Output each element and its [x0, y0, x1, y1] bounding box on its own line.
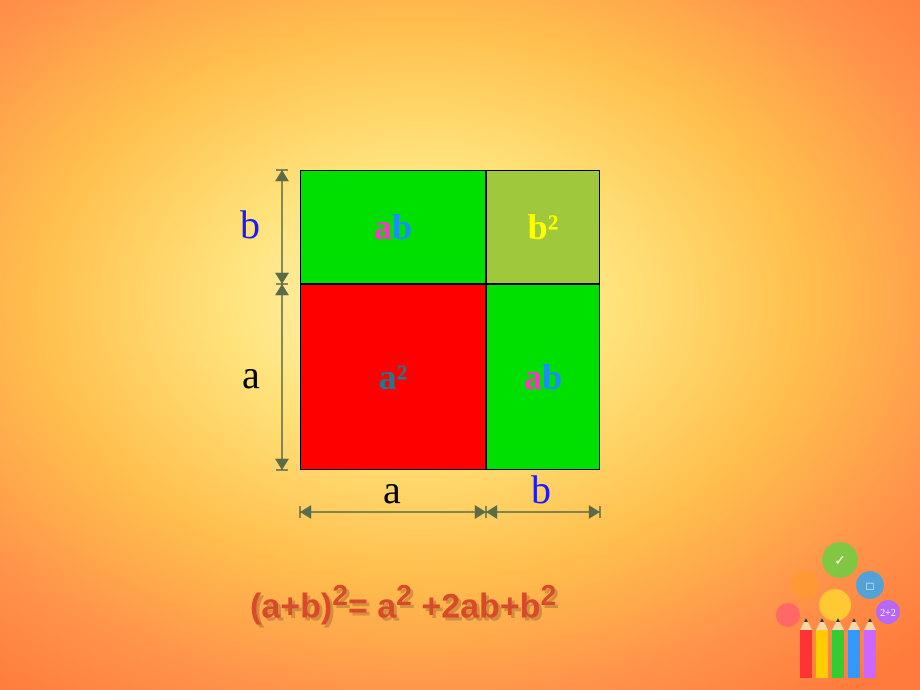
svg-text:□: □	[866, 579, 873, 593]
svg-text:✓: ✓	[834, 554, 846, 569]
dim-label-b-bottom: b	[531, 466, 551, 513]
slide-background: ab b² a² ab b a a b (a+b)2= a2 +2ab+b2 (…	[0, 0, 920, 690]
cell-ab-right: ab	[486, 284, 600, 470]
dim-label-b-left: b	[240, 201, 260, 248]
svg-text:2+2: 2+2	[880, 608, 896, 619]
dim-label-a-left: a	[242, 351, 260, 398]
cell-a2-label: a²	[379, 356, 408, 398]
cell-ab-right-b: b	[542, 356, 562, 398]
cell-ab-right-a: a	[524, 356, 542, 398]
cell-ab-top-a: a	[374, 206, 392, 248]
cell-ab-top-b: b	[392, 206, 412, 248]
dim-label-a-bottom: a	[383, 466, 401, 513]
cell-ab-top: ab	[300, 170, 486, 284]
pencil-decoration-icon: ✓ □ 2+2	[740, 530, 900, 680]
cell-b-squared: b²	[486, 170, 600, 284]
cell-a-squared: a²	[300, 284, 486, 470]
formula: (a+b)2= a2 +2ab+b2	[250, 580, 556, 626]
cell-b2-label: b²	[528, 206, 559, 248]
